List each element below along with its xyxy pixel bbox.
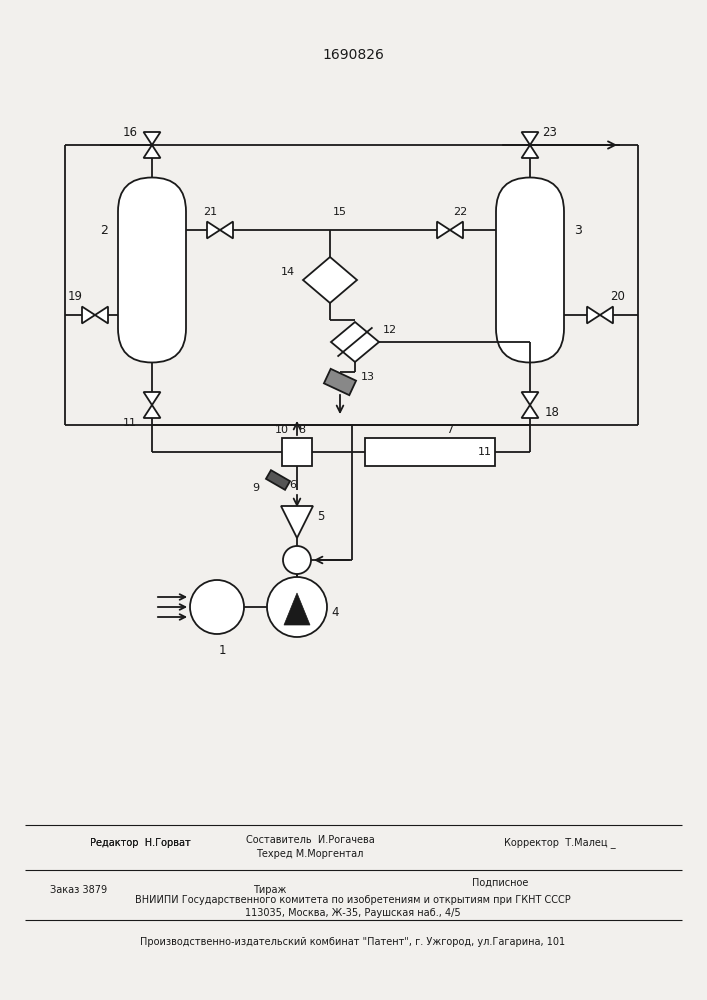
Text: 1690826: 1690826 bbox=[322, 48, 384, 62]
Text: 2: 2 bbox=[100, 224, 108, 236]
Text: Производственно-издательский комбинат "Патент", г. Ужгород, ул.Гагарина, 101: Производственно-издательский комбинат "П… bbox=[141, 937, 566, 947]
Text: Подписное: Подписное bbox=[472, 878, 528, 888]
Circle shape bbox=[267, 577, 327, 637]
Polygon shape bbox=[331, 322, 379, 362]
Polygon shape bbox=[303, 257, 357, 303]
Text: 20: 20 bbox=[611, 290, 626, 304]
Text: Тираж: Тираж bbox=[253, 885, 286, 895]
Text: 1: 1 bbox=[218, 644, 226, 656]
Text: 13: 13 bbox=[361, 372, 375, 382]
Text: Редактор  Н.Горват: Редактор Н.Горват bbox=[90, 838, 191, 848]
Text: Заказ 3879: Заказ 3879 bbox=[50, 885, 107, 895]
Polygon shape bbox=[522, 132, 539, 145]
Text: 10: 10 bbox=[275, 425, 289, 435]
Text: Техред М.Моргентал: Техред М.Моргентал bbox=[257, 849, 363, 859]
Text: 22: 22 bbox=[453, 207, 467, 217]
Polygon shape bbox=[522, 405, 539, 418]
Polygon shape bbox=[144, 405, 160, 418]
Text: 12: 12 bbox=[383, 325, 397, 335]
Text: Редактор  Н.Горват: Редактор Н.Горват bbox=[90, 838, 191, 848]
Polygon shape bbox=[95, 307, 108, 323]
Bar bbox=[365, 438, 495, 466]
Polygon shape bbox=[284, 593, 310, 625]
Text: 23: 23 bbox=[542, 126, 557, 139]
Text: 7: 7 bbox=[446, 425, 454, 435]
FancyBboxPatch shape bbox=[118, 178, 186, 362]
Polygon shape bbox=[587, 307, 600, 323]
Text: 113035, Москва, Ж-35, Раушская наб., 4/5: 113035, Москва, Ж-35, Раушская наб., 4/5 bbox=[245, 908, 461, 918]
Polygon shape bbox=[144, 145, 160, 158]
Text: ВНИИПИ Государственного комитета по изобретениям и открытиям при ГКНТ СССР: ВНИИПИ Государственного комитета по изоб… bbox=[135, 895, 571, 905]
Text: 11: 11 bbox=[123, 418, 137, 428]
FancyBboxPatch shape bbox=[496, 178, 564, 362]
Polygon shape bbox=[281, 506, 313, 538]
Text: 18: 18 bbox=[544, 406, 559, 420]
Text: 4: 4 bbox=[332, 605, 339, 618]
Polygon shape bbox=[522, 145, 539, 158]
Text: 19: 19 bbox=[67, 290, 83, 304]
Text: 8: 8 bbox=[298, 425, 305, 435]
Text: 14: 14 bbox=[281, 267, 295, 277]
Polygon shape bbox=[82, 307, 95, 323]
Circle shape bbox=[190, 580, 244, 634]
Polygon shape bbox=[324, 369, 356, 395]
Polygon shape bbox=[144, 132, 160, 145]
Text: Корректор  Т.Малец _: Корректор Т.Малец _ bbox=[504, 837, 616, 848]
Text: 11: 11 bbox=[478, 447, 492, 457]
Bar bbox=[282, 438, 312, 466]
Text: 3: 3 bbox=[574, 224, 582, 236]
Text: 16: 16 bbox=[122, 126, 137, 139]
Polygon shape bbox=[600, 307, 613, 323]
Text: 6: 6 bbox=[289, 480, 296, 490]
Circle shape bbox=[283, 546, 311, 574]
Text: Составитель  И.Рогачева: Составитель И.Рогачева bbox=[245, 835, 375, 845]
Polygon shape bbox=[266, 470, 290, 490]
Text: 9: 9 bbox=[252, 483, 259, 493]
Polygon shape bbox=[144, 392, 160, 405]
Polygon shape bbox=[220, 222, 233, 238]
Text: 21: 21 bbox=[203, 207, 217, 217]
Polygon shape bbox=[207, 222, 220, 238]
Polygon shape bbox=[522, 392, 539, 405]
Text: 15: 15 bbox=[333, 207, 347, 217]
Polygon shape bbox=[437, 222, 450, 238]
Text: 5: 5 bbox=[317, 510, 325, 524]
Polygon shape bbox=[450, 222, 463, 238]
